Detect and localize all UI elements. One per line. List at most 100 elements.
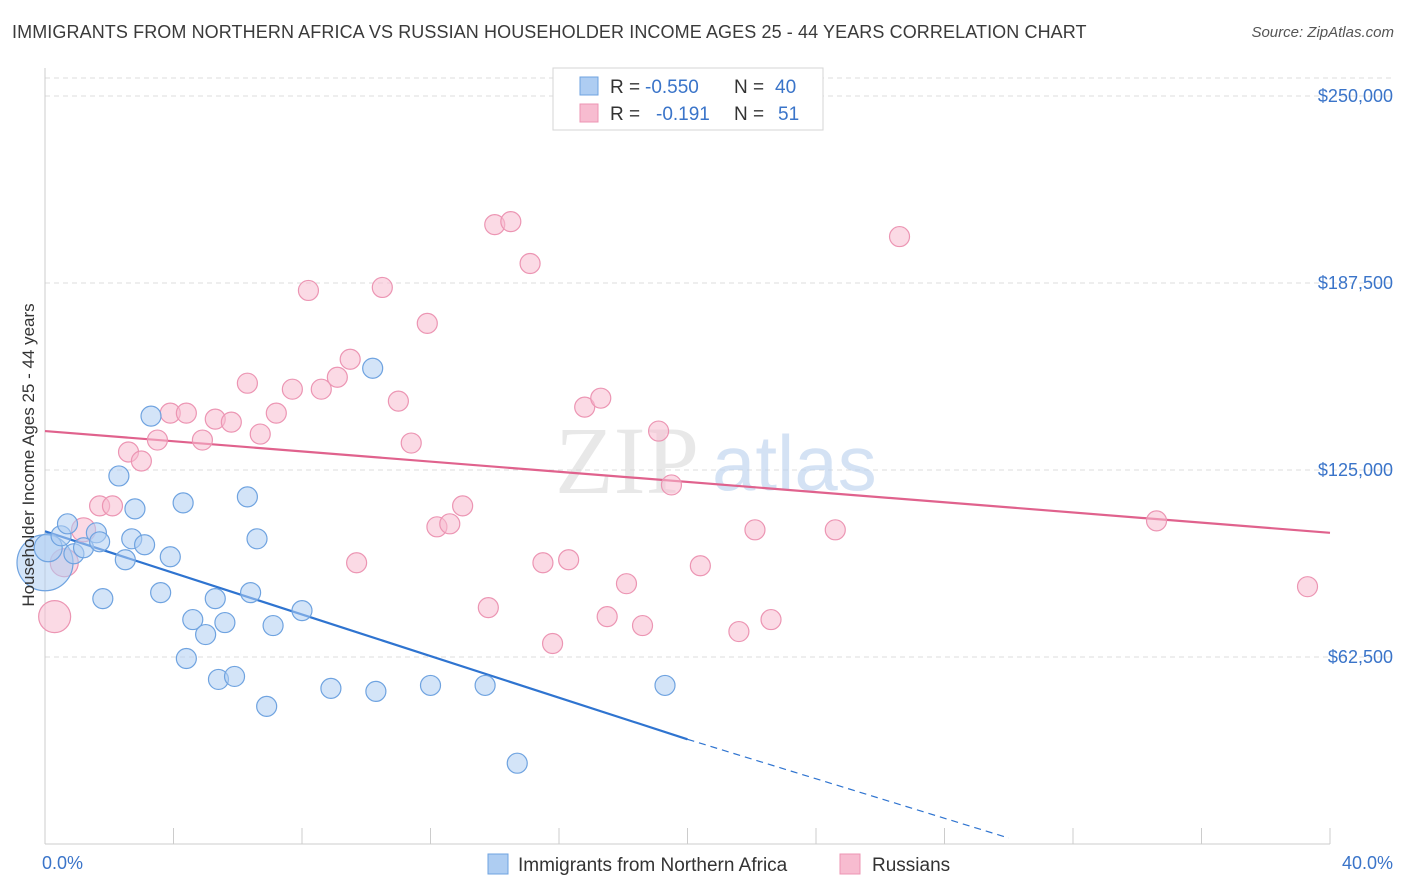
russians-point (1145, 510, 1168, 532)
immigrants-point (56, 513, 79, 535)
russians-point (1296, 576, 1319, 598)
russians-point (387, 390, 409, 412)
immigrants-point (150, 582, 172, 604)
legend-r-value-blue: -0.550 (645, 77, 699, 98)
russians-point (660, 474, 683, 496)
legend-swatch-blue (579, 76, 599, 96)
immigrants-point (365, 680, 387, 702)
immigrants-trend-line (44, 530, 688, 741)
chart-title: IMMIGRANTS FROM NORTHERN AFRICA VS RUSSI… (12, 22, 1087, 42)
legend-n-value-pink: 51 (778, 104, 799, 125)
russians-point (760, 608, 782, 631)
russians-point (297, 279, 320, 302)
legend-r-label-pink: R = (610, 104, 640, 125)
immigrants-trend-extension (687, 738, 1009, 839)
immigrants-point (654, 674, 676, 697)
russians-point (452, 495, 474, 517)
russians-point (249, 423, 271, 445)
russians-point (574, 396, 596, 418)
immigrants-point (236, 486, 258, 508)
immigrants-point (204, 588, 226, 610)
russians-point (541, 632, 564, 655)
immigrants-point (506, 752, 528, 774)
russians-point (38, 599, 72, 634)
stats-legend: R = -0.550 N = 40 R = -0.191 N = 51 (552, 67, 824, 131)
watermark-atlas: atlas (712, 419, 877, 507)
immigrants-point (182, 608, 204, 631)
russians-point (558, 549, 580, 571)
russians-points (38, 211, 1319, 655)
x-tick-label-max: 40.0% (1342, 853, 1393, 873)
russians-point (824, 519, 846, 541)
legend-n-value-blue: 40 (775, 77, 796, 98)
immigrants-point (108, 465, 130, 487)
immigrants-point (419, 674, 442, 697)
russians-point (615, 573, 638, 595)
russians-point (647, 420, 670, 442)
immigrants-point (92, 588, 114, 610)
immigrants-point (140, 405, 162, 427)
trend-lines (44, 429, 1331, 839)
immigrants-point (240, 582, 262, 604)
russians-point (130, 450, 152, 472)
immigrants-point (133, 534, 156, 556)
x-tick-label-min: 0.0% (42, 853, 83, 873)
russians-point (339, 348, 361, 370)
russians-point (596, 605, 618, 628)
russians-point (191, 429, 214, 451)
russians-point (400, 432, 422, 454)
immigrants-point (159, 546, 181, 568)
russians-point (416, 312, 438, 334)
russians-point (175, 402, 197, 424)
immigrants-point (124, 498, 146, 520)
legend-n-label-blue: N = (734, 77, 764, 98)
russians-trend-line (44, 429, 1331, 534)
immigrants-point (362, 357, 384, 379)
russians-point (220, 411, 242, 433)
russians-point (500, 211, 522, 233)
y-axis-label: Householder Income Ages 25 - 44 years (19, 303, 38, 606)
bottom-legend-swatch-pink (839, 853, 861, 875)
legend-swatch-pink (579, 103, 599, 123)
x-tick-labels: 0.0% 40.0% (42, 853, 1393, 873)
immigrants-points (16, 357, 676, 774)
russians-point (888, 225, 911, 248)
russians-point (101, 495, 124, 517)
y-tick-labels: $62,500 $125,000 $187,500 $250,000 (1318, 86, 1393, 667)
immigrants-point (474, 674, 496, 697)
immigrants-point (114, 549, 136, 571)
russians-point (310, 378, 332, 400)
immigrants-point (175, 647, 197, 670)
russians-point (346, 552, 368, 574)
immigrants-point (223, 665, 246, 688)
source-credit: Source: ZipAtlas.com (1251, 24, 1394, 41)
y-tick-label: $250,000 (1318, 86, 1393, 106)
y-tick-label: $187,500 (1318, 273, 1393, 293)
y-tick-label: $62,500 (1328, 647, 1393, 667)
russians-point (439, 513, 461, 535)
immigrants-point (291, 600, 313, 622)
russians-point (146, 429, 169, 451)
russians-point (477, 597, 499, 619)
immigrants-point (320, 677, 342, 700)
immigrants-point (256, 695, 278, 717)
immigrants-point (89, 531, 111, 553)
russians-point (519, 252, 541, 275)
gridlines (45, 77, 1395, 658)
russians-point (265, 402, 287, 424)
russians-point (689, 555, 711, 577)
immigrants-point (262, 614, 284, 637)
legend-r-label-blue: R = (610, 77, 640, 98)
russians-point (371, 276, 393, 299)
russians-point (631, 614, 654, 637)
y-tick-label: $125,000 (1318, 460, 1393, 480)
bottom-legend: Immigrants from Northern Africa Russians (487, 853, 950, 876)
axes (44, 68, 1331, 845)
immigrants-point (172, 492, 194, 514)
russians-point (326, 366, 348, 388)
russians-point (281, 378, 303, 400)
immigrants-point (246, 528, 268, 550)
russians-point (236, 372, 258, 394)
russians-point (728, 620, 750, 643)
